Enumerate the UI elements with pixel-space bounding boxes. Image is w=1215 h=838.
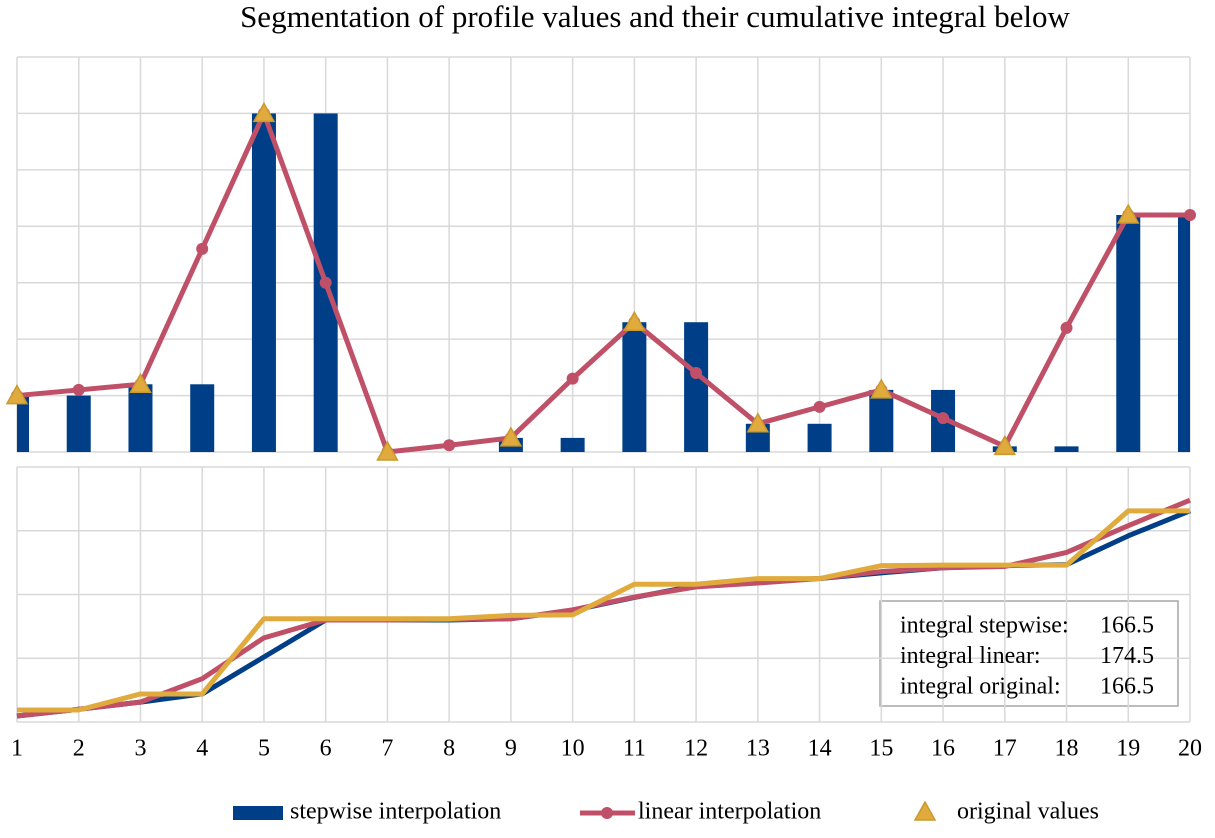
marker <box>443 439 456 452</box>
bar <box>684 322 709 452</box>
line <box>17 508 1190 713</box>
x-tick-label: 18 <box>1055 736 1079 762</box>
bar <box>869 389 894 452</box>
x-tick-label: 9 <box>505 736 517 762</box>
bar <box>622 322 647 452</box>
bar <box>251 113 276 452</box>
marker <box>196 242 209 255</box>
marker <box>870 378 893 399</box>
marker <box>690 367 703 379</box>
marker <box>566 372 579 385</box>
marker <box>376 440 399 461</box>
bar <box>1054 446 1079 452</box>
bar <box>807 423 832 452</box>
x-tick-label: 19 <box>1116 736 1140 762</box>
marker <box>252 101 276 123</box>
x-tick-label: 20 <box>1178 736 1202 762</box>
marker <box>5 384 29 405</box>
bar <box>1116 215 1141 452</box>
x-tick-label: 16 <box>931 736 955 762</box>
annotation-value: 166.5 <box>1100 613 1154 639</box>
marker <box>129 372 152 394</box>
bar <box>1178 215 1190 452</box>
annotation-label: integral stepwise: <box>900 613 1069 639</box>
marker <box>319 276 332 289</box>
x-tick-label: 8 <box>443 736 455 762</box>
legend-swatch <box>913 800 937 821</box>
x-tick-label: 15 <box>869 736 893 762</box>
marker <box>1060 321 1073 334</box>
legend-label: stepwise interpolation <box>290 799 501 825</box>
x-tick-label: 5 <box>258 736 270 762</box>
chart-title: Segmentation of profile values and their… <box>240 0 1070 34</box>
bar <box>560 437 585 452</box>
x-tick-label: 13 <box>746 736 770 762</box>
marker <box>72 383 85 396</box>
x-tick-label: 4 <box>196 736 208 762</box>
annotation-label: integral original: <box>900 674 1061 700</box>
x-tick-label: 3 <box>134 736 146 762</box>
annotation-value: 166.5 <box>1100 674 1154 700</box>
x-tick-label: 6 <box>320 736 332 762</box>
marker <box>746 412 770 433</box>
x-tick-label: 2 <box>73 736 85 762</box>
x-tick-label: 10 <box>561 736 585 762</box>
bar <box>17 395 29 452</box>
bar <box>128 384 153 452</box>
marker <box>623 310 646 331</box>
x-tick-label: 17 <box>993 736 1017 762</box>
legend-label: linear interpolation <box>638 799 821 825</box>
marker <box>1116 203 1140 224</box>
marker <box>1184 209 1196 221</box>
line <box>16 110 1190 455</box>
marker <box>813 400 826 413</box>
bar <box>66 395 91 452</box>
x-tick-label: 12 <box>684 736 708 762</box>
legend-swatch <box>601 807 613 819</box>
marker <box>993 434 1017 456</box>
bar <box>190 384 215 452</box>
legend-swatch <box>233 806 283 820</box>
annotation-label: integral linear: <box>900 643 1041 669</box>
legend-label: original values <box>957 799 1099 825</box>
x-tick-label: 1 <box>11 736 23 762</box>
x-tick-label: 7 <box>381 736 393 762</box>
annotation-value: 174.5 <box>1100 643 1154 669</box>
x-tick-label: 11 <box>623 736 646 762</box>
marker <box>499 426 523 447</box>
marker <box>937 412 950 425</box>
x-tick-label: 14 <box>808 736 832 762</box>
